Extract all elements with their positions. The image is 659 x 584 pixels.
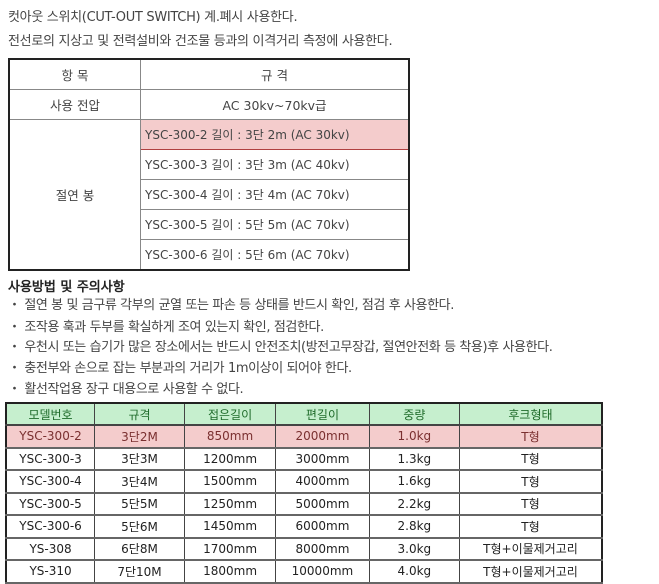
table-row: YS-308 6단8M 1700mm 8000mm 3.0kg T형+이물제거고리 — [5, 537, 602, 561]
table-cell: 1800mm — [183, 560, 276, 584]
table-cell: 3단3M — [94, 447, 185, 471]
rod-spec: YSC-300-2 길이 : 3단 2m (AC 30kv) — [140, 119, 410, 150]
table-row: YSC-300-5 5단5M 1250mm 5000mm 2.2kg T형 — [5, 492, 602, 516]
table-cell: YS-310 — [5, 560, 95, 584]
table-row: YSC-300-2 3단2M 850mm 2000mm 1.0kg T형 — [5, 425, 602, 449]
table-row: YSC-300-6 5단6M 1450mm 6000mm 2.8kg T형 — [5, 515, 602, 539]
table-cell: 3000mm — [275, 447, 370, 471]
table-cell: 5단5M — [94, 492, 185, 516]
table-cell: 2000mm — [275, 425, 370, 449]
intro-line: 전선로의 지상고 및 전력설비와 건조물 등과의 이격거리 측정에 사용한다. — [8, 34, 393, 49]
table-cell: T형 — [458, 447, 602, 471]
table-cell: 1450mm — [183, 515, 276, 539]
table-cell: 4000mm — [275, 470, 370, 494]
table-cell: 2.8kg — [368, 515, 460, 539]
table-cell: 5단6M — [94, 515, 185, 539]
table-cell: 6단8M — [94, 537, 185, 561]
rod-spec: YSC-300-3 길이 : 3단 3m (AC 40kv) — [140, 149, 410, 180]
table-cell: 10000mm — [275, 560, 370, 584]
table-cell: YSC-300-3 — [5, 447, 95, 471]
voltage-label: 사용 전압 — [8, 89, 141, 120]
column-header: 규격 — [94, 402, 185, 426]
table-cell: 850mm — [183, 425, 276, 449]
table-cell: 4.0kg — [368, 560, 460, 584]
table-cell: YS-308 — [5, 537, 95, 561]
usage-item: ・ 조작용 훅과 두부를 확실하게 조여 있는지 확인, 점검한다. — [8, 320, 324, 335]
table-cell: T형+이물제거고리 — [458, 560, 602, 584]
usage-item: ・ 우천시 또는 습기가 많은 장소에서는 반드시 안전조치(방전고무장갑, 절… — [8, 340, 553, 355]
column-header: 모델번호 — [5, 402, 96, 426]
table-cell: T형+이물제거고리 — [458, 537, 602, 561]
table-cell: 3단4M — [94, 470, 185, 494]
usage-item: ・ 절연 봉 및 금구류 각부의 균열 또는 파손 등 상태를 반드시 확인, … — [8, 298, 454, 313]
table-cell: T형 — [458, 425, 602, 449]
column-header: 중량 — [368, 402, 460, 426]
column-header: 후크형태 — [458, 402, 603, 426]
usage-item: ・ 충전부와 손으로 잡는 부분과의 거리가 1m이상이 되어야 한다. — [8, 361, 352, 376]
voltage-value: AC 30kv~70kv급 — [140, 89, 410, 120]
rod-spec: YSC-300-4 길이 : 3단 4m (AC 70kv) — [140, 179, 410, 210]
table-cell: YSC-300-5 — [5, 492, 95, 516]
table-cell: 7단10M — [94, 560, 185, 584]
table-cell: 1250mm — [183, 492, 276, 516]
table-cell: YSC-300-4 — [5, 470, 95, 494]
table-cell: 1200mm — [183, 447, 276, 471]
table-cell: 1700mm — [183, 537, 276, 561]
table-cell: 3.0kg — [368, 537, 460, 561]
table-cell: T형 — [458, 470, 602, 494]
table-cell: 1.3kg — [368, 447, 460, 471]
table-cell: 5000mm — [275, 492, 370, 516]
table-cell: 2.2kg — [368, 492, 460, 516]
table-cell: 8000mm — [275, 537, 370, 561]
header-item: 항 목 — [8, 58, 141, 90]
model-table: 모델번호 규격 접은길이 편길이 중량 후크형태 YSC-300-2 3단2M 850mm 20… — [5, 402, 603, 584]
table-cell: 6000mm — [275, 515, 370, 539]
table-cell: 1.6kg — [368, 470, 460, 494]
usage-title: 사용방법 및 주의사항 — [8, 280, 125, 295]
table-cell: YSC-300-6 — [5, 515, 95, 539]
table-row: YSC-300-4 3단4M 1500mm 4000mm 1.6kg T형 — [5, 470, 602, 494]
rod-spec: YSC-300-5 길이 : 5단 5m (AC 70kv) — [140, 209, 410, 240]
table-cell: 1500mm — [183, 470, 276, 494]
table-row: YS-310 7단10M 1800mm 10000mm 4.0kg T형+이물제거고리 — [5, 560, 602, 584]
table-cell: YSC-300-2 — [5, 425, 95, 449]
table-cell: T형 — [458, 492, 602, 516]
column-header: 접은길이 — [183, 402, 277, 426]
usage-item: ・ 활선작업용 장구 대용으로 사용할 수 없다. — [8, 382, 244, 397]
table-row: YSC-300-3 3단3M 1200mm 3000mm 1.3kg T형 — [5, 447, 602, 471]
table-cell: T형 — [458, 515, 602, 539]
table-cell: 3단2M — [94, 425, 185, 449]
header-spec: 규 격 — [140, 58, 410, 90]
intro-line: 컷아웃 스위치(CUT-OUT SWITCH) 계.폐시 사용한다. — [8, 10, 298, 25]
rod-spec: YSC-300-6 길이 : 5단 6m (AC 70kv) — [140, 239, 410, 271]
rod-label: 절연 봉 — [8, 119, 141, 271]
column-header: 편길이 — [275, 402, 370, 426]
table-cell: 1.0kg — [368, 425, 460, 449]
